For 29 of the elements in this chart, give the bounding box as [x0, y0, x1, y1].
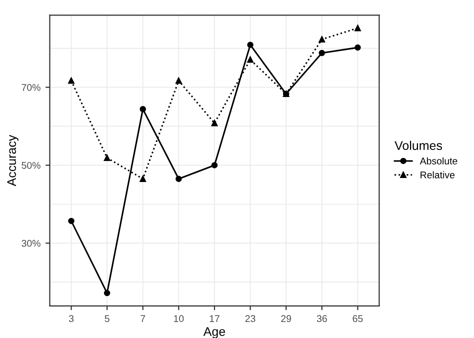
x-tick-label: 29 — [281, 315, 292, 322]
point — [354, 24, 361, 32]
point — [140, 106, 146, 112]
x-tick-label: 5 — [104, 315, 110, 322]
legend-label: Absolute — [420, 157, 458, 164]
point — [318, 36, 326, 42]
y-tick-label: 50% — [22, 162, 40, 169]
x-tick-label: 65 — [352, 315, 363, 322]
point — [104, 290, 110, 296]
x-axis-title: Age — [203, 327, 226, 338]
y-axis-title: Accuracy — [7, 134, 19, 186]
point — [211, 162, 218, 168]
x-tick-label: 3 — [68, 315, 74, 322]
x-tick-label: 10 — [174, 315, 184, 322]
point — [318, 50, 326, 56]
y-tick-label: 70% — [22, 84, 40, 91]
legend-label: Relative — [420, 171, 455, 178]
legend-title: Volumes — [394, 140, 442, 150]
point — [354, 44, 361, 51]
point — [247, 42, 254, 48]
x-tick-label: 36 — [316, 315, 327, 322]
point — [211, 120, 218, 126]
point — [104, 154, 110, 161]
x-tick-label: 17 — [210, 315, 220, 322]
x-tick-label: 23 — [245, 315, 256, 322]
x-tick-label: 7 — [140, 315, 146, 322]
y-tick-label: 30% — [22, 240, 40, 247]
point — [176, 176, 182, 182]
point — [68, 218, 74, 224]
